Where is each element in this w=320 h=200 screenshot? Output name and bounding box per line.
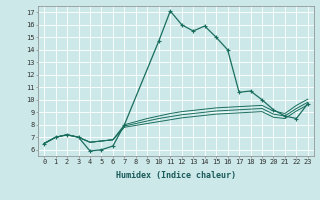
X-axis label: Humidex (Indice chaleur): Humidex (Indice chaleur) xyxy=(116,171,236,180)
